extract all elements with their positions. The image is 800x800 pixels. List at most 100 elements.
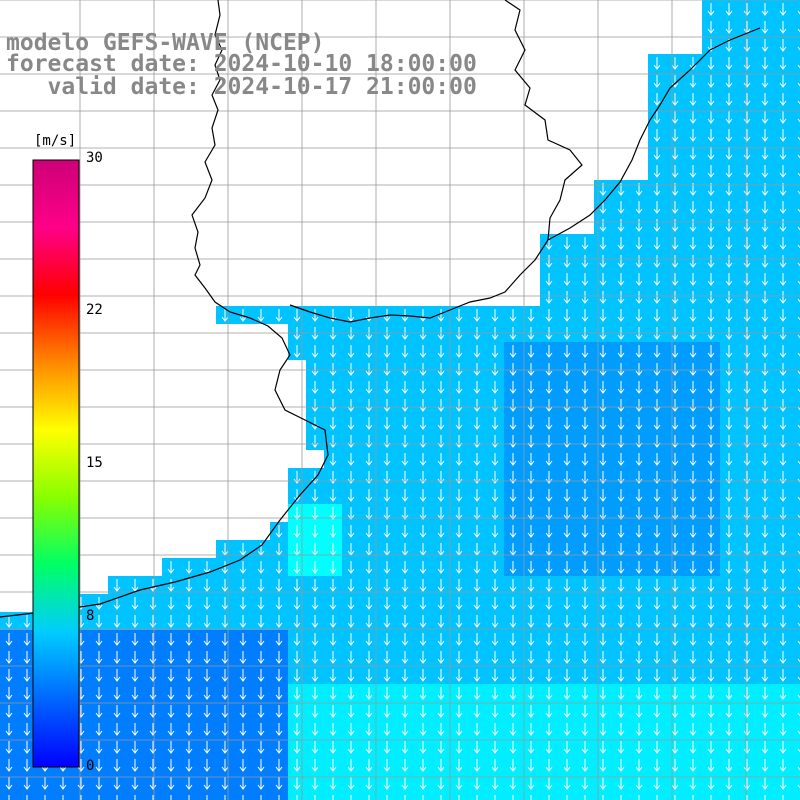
wind-arrow <box>761 525 769 538</box>
wind-cell <box>792 648 800 666</box>
wind-arrow <box>653 705 661 718</box>
wind-arrow <box>617 723 625 736</box>
wind-arrow <box>365 525 373 538</box>
wind-arrow <box>707 579 715 592</box>
wind-arrow <box>581 561 589 574</box>
wind-arrow <box>347 381 355 394</box>
wind-arrow <box>743 219 751 232</box>
wind-arrow <box>725 417 733 430</box>
wind-arrow <box>419 633 427 646</box>
wind-arrow <box>275 741 283 754</box>
wind-arrow <box>383 363 391 376</box>
wind-arrow <box>671 723 679 736</box>
wind-cell <box>792 126 800 144</box>
wind-cell <box>792 576 800 594</box>
wind-arrow <box>221 687 229 700</box>
wind-arrow <box>743 201 751 214</box>
wind-arrow <box>707 291 715 304</box>
wind-arrow <box>653 93 661 106</box>
wind-arrow <box>23 615 31 628</box>
wind-arrow <box>581 291 589 304</box>
wind-arrow <box>455 759 463 772</box>
wind-arrow <box>689 669 697 682</box>
wind-arrow <box>383 777 391 790</box>
wind-cell <box>792 396 800 414</box>
wind-cell <box>792 666 800 684</box>
wind-arrow <box>797 784 800 789</box>
wind-arrow <box>761 561 769 574</box>
wind-arrow <box>131 723 139 736</box>
wind-arrow <box>494 795 496 800</box>
wind-arrow <box>599 399 607 412</box>
wind-arrow <box>581 417 589 430</box>
wind-arrow <box>707 363 715 376</box>
wind-arrow <box>257 561 265 574</box>
wind-arrow <box>707 705 715 718</box>
wind-arrow <box>437 687 445 700</box>
wind-arrow <box>527 525 535 538</box>
wind-arrow <box>797 424 800 429</box>
wind-arrow <box>509 723 517 736</box>
wind-arrow <box>671 111 679 124</box>
wind-arrow <box>401 579 409 592</box>
wind-arrow <box>545 489 553 502</box>
wind-cell <box>792 234 800 252</box>
wind-cell <box>792 108 800 126</box>
wind-arrow <box>617 651 625 664</box>
wind-arrow <box>797 568 800 573</box>
wind-arrow <box>509 489 517 502</box>
wind-arrow <box>437 723 445 736</box>
wind-arrow <box>419 597 427 610</box>
wind-cell <box>792 180 800 198</box>
wind-arrow <box>365 399 373 412</box>
wind-arrow <box>509 399 517 412</box>
wind-arrow <box>689 759 697 772</box>
wind-arrow <box>5 777 13 790</box>
wind-arrow <box>365 489 373 502</box>
wind-arrow <box>455 561 463 574</box>
wind-arrow <box>131 759 139 772</box>
wind-arrow <box>239 723 247 736</box>
wind-arrow <box>707 633 715 646</box>
wind-arrow <box>527 759 535 772</box>
wind-arrow <box>257 741 265 754</box>
wind-arrow <box>23 741 31 754</box>
wind-arrow <box>347 309 355 322</box>
wind-arrow <box>653 579 661 592</box>
wind-arrow <box>365 669 373 682</box>
wind-arrow <box>365 363 373 376</box>
wind-arrow <box>725 255 733 268</box>
wind-arrow <box>563 723 571 736</box>
wind-arrow <box>419 417 427 430</box>
wind-arrow <box>113 579 121 592</box>
wind-arrow <box>779 165 787 178</box>
wind-arrow <box>581 741 589 754</box>
wind-arrow <box>170 795 172 800</box>
wind-arrow <box>383 669 391 682</box>
wind-arrow <box>707 669 715 682</box>
wind-arrow <box>329 381 337 394</box>
wind-arrow <box>779 237 787 250</box>
wind-arrow <box>743 705 751 718</box>
wind-arrow <box>689 525 697 538</box>
wind-arrow <box>239 597 247 610</box>
wind-arrow <box>329 561 337 574</box>
wind-arrow <box>23 705 31 718</box>
wind-arrow <box>293 705 301 718</box>
wind-arrow <box>599 363 607 376</box>
wind-arrow <box>635 489 643 502</box>
wind-arrow <box>761 615 769 628</box>
wind-arrow <box>95 777 103 790</box>
wind-arrow <box>509 687 517 700</box>
wind-arrow <box>329 507 337 520</box>
wind-arrow <box>5 705 13 718</box>
wind-arrow <box>95 633 103 646</box>
wind-arrow <box>635 219 643 232</box>
wind-arrow <box>221 777 229 790</box>
wind-arrow <box>779 309 787 322</box>
wind-arrow <box>761 273 769 286</box>
wind-arrow <box>455 741 463 754</box>
wind-arrow <box>761 381 769 394</box>
wind-arrow <box>509 633 517 646</box>
wind-arrow <box>635 273 643 286</box>
